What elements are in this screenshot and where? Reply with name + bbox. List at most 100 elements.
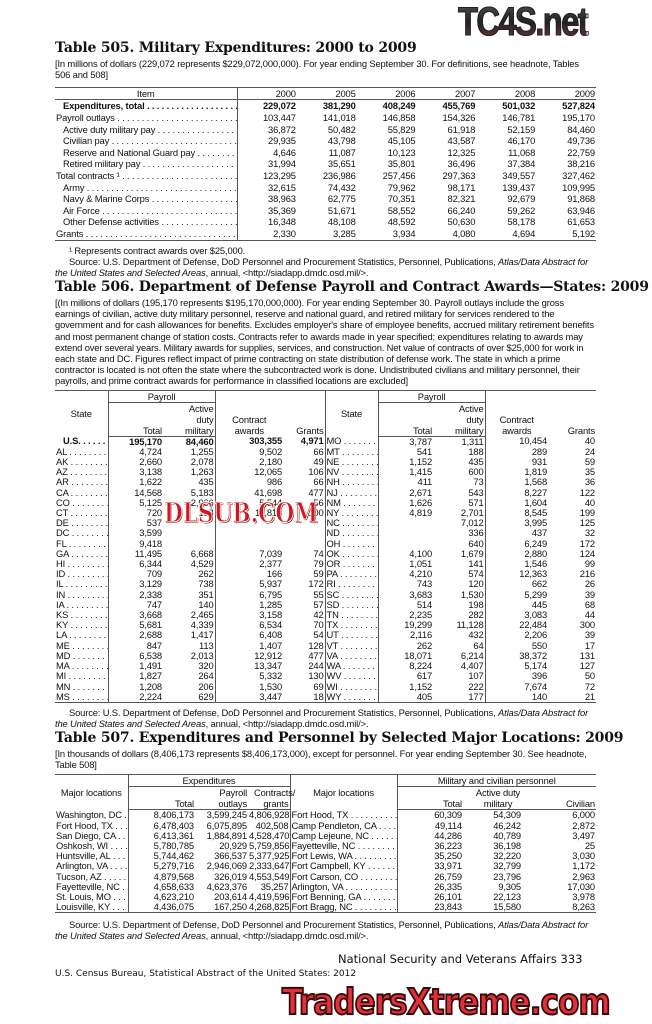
- cell: 84,460: [163, 436, 216, 447]
- cell: 40,789: [493, 830, 521, 841]
- cell: 8,406,173: [153, 809, 195, 821]
- cell: 98,171: [447, 181, 476, 193]
- cell: 55: [283, 589, 326, 600]
- cell: 35,250: [434, 851, 462, 862]
- state-label: U.S.: [55, 436, 109, 447]
- row-label: Air Force: [55, 204, 238, 217]
- cell: 244: [283, 661, 326, 672]
- cell: 4,879,568: [153, 871, 195, 882]
- cell: 1,255: [163, 446, 216, 458]
- location-label: Fort Bragg, NC: [290, 902, 398, 913]
- cell: 1,546: [524, 559, 548, 570]
- cell: 2,688: [139, 630, 162, 641]
- cell: 3,668: [139, 610, 162, 621]
- cell: 2,660: [139, 457, 162, 468]
- column-header: Civilian: [522, 786, 596, 811]
- cell: 2,946,069: [206, 861, 248, 872]
- column-header: Active duty military: [433, 402, 486, 437]
- cell: 35,651: [327, 158, 356, 170]
- table-row: Civilian pay 29,935 43,798 45,105 43,587 46,1…: [55, 135, 596, 147]
- cell: [283, 528, 326, 539]
- cell: 405: [416, 691, 433, 702]
- cell: 166: [266, 569, 283, 580]
- column-header: Grants: [283, 390, 326, 437]
- cell: 300: [579, 620, 595, 631]
- column-header: Total: [378, 402, 434, 437]
- table-507-source: Source: U.S. Department of Defense, DoD …: [55, 919, 596, 941]
- tradersxtreme-watermark: TradersXtreme.com: [281, 982, 612, 1024]
- cell: [378, 518, 433, 528]
- cell: 229,072: [262, 100, 296, 112]
- state-label: OK: [325, 548, 379, 560]
- state-label: NY: [325, 508, 379, 519]
- state-label: MS: [55, 691, 109, 703]
- tc4s-watermark: TC4S.net: [458, 0, 590, 45]
- row-label: Total contracts ¹: [55, 169, 238, 182]
- cell: 66: [283, 477, 326, 488]
- header-row: Major locations Expenditures Major locat…: [55, 774, 596, 810]
- state-label: LA: [55, 630, 109, 641]
- column-header: Contract awards: [499, 414, 534, 437]
- cell: 6,534: [259, 620, 283, 631]
- cell: 1,152: [409, 457, 433, 468]
- state-label: GA: [55, 548, 109, 560]
- location-label: Huntsville, AL: [55, 851, 129, 862]
- cell: 550: [531, 640, 548, 651]
- cell: 222: [433, 681, 486, 692]
- row-label: Other Defense activities: [55, 216, 238, 228]
- table-507-grid: Major locations Expenditures Major locat…: [55, 774, 596, 914]
- table-506-headnote: [(In millions of dollars (195,170 repres…: [55, 297, 594, 387]
- cell: 3,158: [259, 610, 283, 621]
- cell: 38,372: [519, 650, 548, 661]
- cell: 70: [283, 620, 326, 631]
- cell: 537: [146, 518, 162, 529]
- cell: 1,152: [409, 681, 433, 692]
- cell: 50,630: [447, 216, 476, 228]
- cell: 4,100: [409, 548, 433, 559]
- cell: 4,694: [512, 227, 536, 239]
- state-label: NJ: [325, 487, 379, 498]
- source-url: , annual, <http://siadapp.dmdc.osd.mil/>…: [205, 266, 369, 278]
- cell: 396: [531, 671, 548, 682]
- column-header: Major locations: [290, 774, 398, 810]
- cell: 574: [433, 569, 486, 580]
- cell: 32,220: [493, 851, 521, 862]
- state-label: WA: [325, 661, 379, 672]
- cell: 15,580: [493, 902, 521, 913]
- cell: 4,806,928: [248, 809, 291, 821]
- cell: 1,285: [259, 599, 283, 610]
- table-row: Fayetteville, NC 4,658,633 4,623,37635,257…: [55, 881, 596, 893]
- table-row: Oshkosh, WI 5,780,785 20,9295,759,856Fayet…: [55, 841, 596, 852]
- location-label: Fort Benning, GA: [290, 892, 398, 903]
- cell: [163, 528, 216, 539]
- cell: 6,668: [163, 548, 216, 560]
- state-label: TX: [325, 620, 379, 631]
- cell: 1,530: [259, 681, 283, 692]
- cell: 366,537: [214, 851, 247, 862]
- cell: 206: [163, 681, 216, 692]
- cell: 571: [433, 497, 486, 509]
- cell: 2,235: [409, 610, 433, 621]
- cell: 4,971: [283, 436, 326, 447]
- state-label: WI: [325, 681, 379, 692]
- table-505-headnote: [In millions of dollars (229,072 represe…: [55, 58, 579, 81]
- column-header: Active duty military: [463, 786, 522, 811]
- location-label: Arlington, VA: [290, 881, 398, 893]
- cell: 6,214: [433, 650, 486, 662]
- location-label: Camp Pendleton, CA: [290, 820, 398, 831]
- row-label: Grants: [55, 227, 238, 241]
- state-label: DE: [55, 518, 109, 529]
- cell: 123,295: [262, 169, 296, 181]
- cell: 35,369: [268, 204, 296, 216]
- cell: 59: [584, 457, 595, 468]
- state-label: CO: [55, 497, 109, 509]
- cell: 1,622: [139, 477, 162, 488]
- cell: 198: [163, 508, 216, 519]
- cell: 8,224: [409, 661, 433, 672]
- cell: 1,679: [433, 548, 486, 560]
